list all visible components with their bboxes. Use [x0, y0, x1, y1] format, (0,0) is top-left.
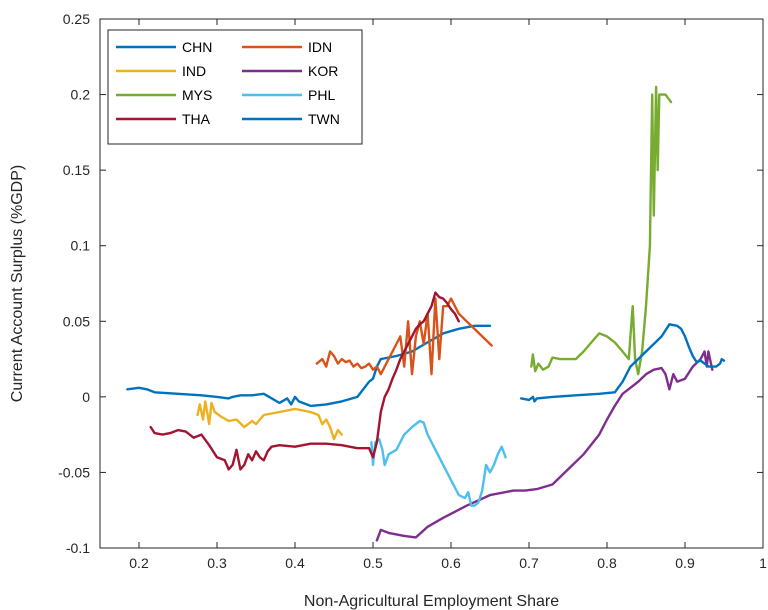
legend-label: KOR: [308, 63, 338, 79]
y-tick: -0.05: [58, 464, 763, 480]
x-tick-label: 0.8: [597, 555, 617, 571]
series-line-tha: [149, 291, 460, 471]
x-tick: 0.7: [519, 19, 539, 571]
series-layer: [126, 85, 726, 542]
x-tick: 1: [759, 19, 767, 571]
y-axis-label: Current Account Surplus (%GDP): [9, 165, 26, 402]
y-tick-label: -0.05: [58, 464, 90, 480]
y-tick-label: 0.05: [63, 313, 90, 329]
y-tick: 0.15: [63, 162, 763, 178]
y-tick-label: 0.25: [63, 11, 90, 27]
legend-label: MYS: [182, 87, 212, 103]
y-tick: 0.05: [63, 313, 763, 329]
legend-entry-mys: MYS: [116, 87, 212, 103]
legend-box: [107, 29, 363, 145]
x-tick: 0.2: [129, 19, 149, 571]
legend-entry-tha: THA: [116, 111, 211, 127]
y-tick: 0: [82, 389, 763, 405]
legend-entry-idn: IDN: [242, 39, 332, 55]
series-line-ind: [196, 400, 343, 441]
series-line-mys: [530, 85, 673, 376]
x-tick-label: 0.2: [129, 555, 149, 571]
legend-entry-ind: IND: [116, 63, 206, 79]
y-axis-ticks: -0.1 -0.05 0 0.05 0.1 0.15 0.2 0.25: [58, 11, 763, 556]
y-tick-label: 0.1: [71, 238, 91, 254]
x-tick-label: 0.4: [285, 555, 305, 571]
y-tick-label: 0.15: [63, 162, 90, 178]
x-axis-label: Non-Agricultural Employment Share: [304, 593, 559, 610]
x-tick-label: 0.9: [675, 555, 695, 571]
series-line-phl: [370, 419, 507, 507]
y-tick: 0.2: [71, 87, 763, 103]
legend-label: CHN: [182, 39, 212, 55]
legend-entry-chn: CHN: [116, 39, 212, 55]
legend-entry-phl: PHL: [242, 87, 335, 103]
x-tick-label: 0.6: [441, 555, 461, 571]
legend-entry-twn: TWN: [242, 111, 340, 127]
y-tick: 0.1: [71, 238, 763, 254]
series-line-idn: [315, 297, 493, 376]
y-tick-label: -0.1: [66, 540, 90, 556]
x-tick: 0.3: [207, 19, 227, 571]
y-tick: -0.1: [66, 540, 763, 556]
x-tick: 0.9: [675, 19, 695, 571]
legend-label: IDN: [308, 39, 332, 55]
y-tick: 0.25: [63, 11, 763, 27]
x-tick: 0.6: [441, 19, 461, 571]
legend-label: IND: [182, 63, 206, 79]
plot-frame: [99, 18, 764, 549]
legend-entry-kor: KOR: [242, 63, 338, 79]
x-tick: 0.8: [597, 19, 617, 571]
series-line-kor: [375, 350, 714, 542]
legend-label: THA: [182, 111, 211, 127]
x-tick: 0.4: [285, 19, 305, 571]
legend-label: PHL: [308, 87, 335, 103]
y-tick-label: 0.2: [71, 87, 91, 103]
x-tick-label: 0.5: [363, 555, 383, 571]
legend: CHN IDN IND KOR MYS PHL THA TWN: [107, 29, 363, 145]
x-tick-label: 1: [759, 555, 767, 571]
x-tick-label: 0.7: [519, 555, 539, 571]
x-axis-ticks: 0.2 0.3 0.4 0.5 0.6 0.7 0.8 0.9 1: [129, 19, 767, 571]
x-tick-label: 0.3: [207, 555, 227, 571]
y-tick-label: 0: [82, 389, 90, 405]
x-tick: 0.5: [363, 19, 383, 571]
series-line-twn: [520, 323, 726, 403]
legend-label: TWN: [308, 111, 340, 127]
